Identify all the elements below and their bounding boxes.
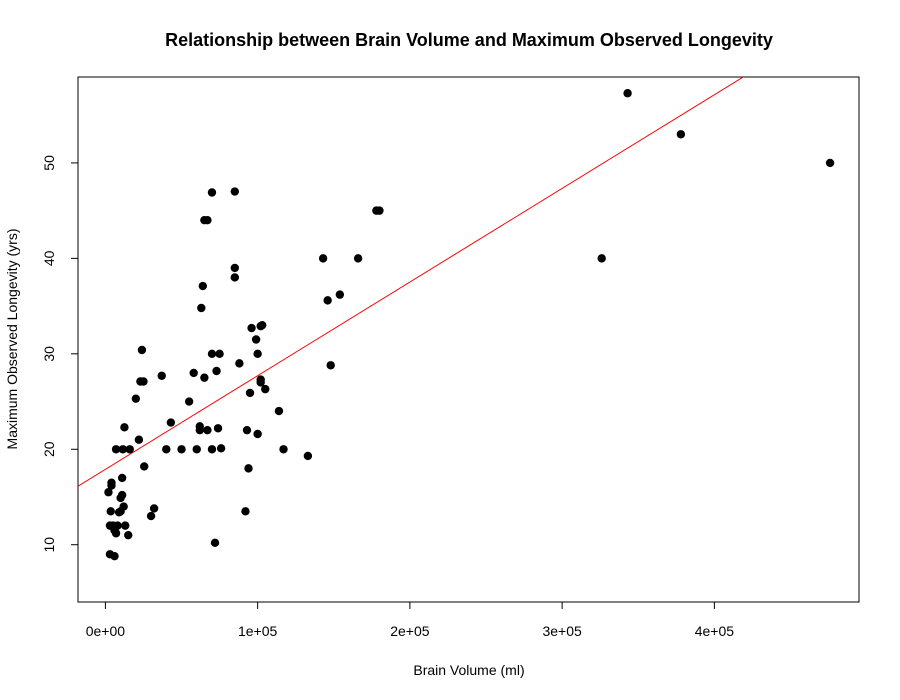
data-point: [230, 273, 240, 282]
data-point: [216, 444, 226, 453]
data-point: [137, 345, 147, 355]
data-point: [253, 429, 262, 439]
data-point: [200, 373, 209, 382]
x-tick-label: 1e+05: [238, 623, 278, 639]
data-point: [242, 425, 252, 435]
data-point: [230, 263, 240, 273]
y-tick-label: 20: [41, 441, 57, 457]
data-point: [184, 397, 194, 406]
x-axis-label: Brain Volume (ml): [413, 662, 524, 678]
data-point: [215, 349, 224, 359]
data-point: [318, 254, 328, 263]
data-point: [247, 323, 256, 333]
x-axis: 0e+00 1e+05 2e+05 3e+05 4e+05: [86, 601, 735, 639]
data-point: [253, 349, 262, 359]
data-point: [131, 394, 141, 403]
data-point: [261, 384, 270, 394]
regression-line-group: [78, 77, 745, 487]
x-tick-label: 0e+00: [86, 623, 126, 639]
regression-line: [78, 77, 745, 487]
data-point: [244, 464, 253, 473]
data-point: [353, 254, 363, 263]
data-point: [230, 187, 240, 196]
data-point: [251, 335, 261, 344]
y-tick-label: 10: [41, 537, 57, 553]
chart-title: Relationship between Brain Volume and Ma…: [165, 30, 773, 50]
data-point: [162, 445, 171, 454]
data-point: [203, 215, 212, 225]
data-point: [195, 422, 204, 431]
data-point: [197, 303, 206, 313]
data-point: [375, 206, 384, 215]
plot-frame: [77, 76, 860, 603]
x-tick-label: 4e+05: [695, 623, 735, 639]
data-points: [104, 89, 835, 561]
data-point: [113, 521, 122, 530]
data-point: [140, 462, 149, 471]
y-tick-label: 50: [41, 155, 57, 171]
data-point: [111, 445, 121, 454]
data-point: [212, 366, 221, 376]
data-point: [189, 368, 198, 378]
data-point: [118, 445, 128, 454]
data-point: [149, 504, 159, 513]
data-point: [597, 254, 606, 263]
data-point: [258, 320, 267, 330]
data-point: [139, 377, 148, 386]
data-point: [119, 502, 128, 511]
data-point: [210, 538, 220, 548]
plot-area: [78, 77, 835, 561]
data-point: [279, 445, 288, 454]
data-point: [120, 423, 129, 432]
data-point: [124, 530, 133, 540]
data-point: [146, 511, 156, 521]
data-point: [177, 445, 186, 454]
data-point: [198, 281, 208, 291]
data-point: [125, 445, 134, 454]
data-point: [157, 371, 166, 380]
data-point: [111, 529, 121, 538]
data-point: [241, 507, 250, 516]
data-point: [117, 473, 127, 483]
data-point: [256, 375, 265, 384]
data-point: [323, 296, 332, 305]
data-point: [235, 359, 244, 368]
data-point: [207, 445, 217, 454]
data-point: [107, 478, 116, 487]
data-point: [120, 521, 130, 530]
x-tick-label: 3e+05: [542, 623, 582, 639]
data-point: [623, 89, 632, 98]
data-point: [117, 490, 127, 500]
data-point: [274, 406, 284, 416]
y-tick-label: 40: [41, 250, 57, 266]
y-axis: 10 20 30 40 50: [41, 155, 79, 553]
data-point: [335, 290, 345, 299]
data-point: [303, 451, 313, 461]
data-point: [106, 507, 115, 516]
data-point: [676, 130, 686, 139]
data-point: [104, 488, 113, 497]
data-point: [825, 158, 835, 168]
data-point: [207, 188, 217, 197]
data-point: [245, 388, 255, 398]
data-point: [134, 435, 144, 444]
data-point: [326, 361, 335, 370]
data-point: [166, 418, 176, 427]
data-point: [207, 349, 217, 359]
data-point: [110, 551, 119, 561]
y-axis-label: Maximum Observed Longevity (yrs): [4, 229, 20, 450]
data-point: [213, 424, 223, 433]
x-tick-label: 2e+05: [390, 623, 430, 639]
data-point: [192, 445, 201, 454]
data-point: [203, 425, 212, 435]
y-tick-label: 30: [41, 346, 57, 362]
